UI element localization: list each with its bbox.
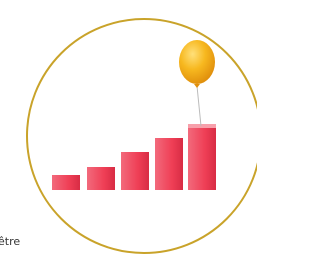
illustration: être xyxy=(0,0,257,260)
caption: être xyxy=(0,235,20,248)
bar xyxy=(121,152,149,190)
balloon xyxy=(179,40,215,84)
bar xyxy=(155,138,183,190)
bar xyxy=(87,167,115,190)
bar xyxy=(52,175,80,190)
bar xyxy=(188,124,216,190)
page: être (() => { const data = JSON.parse(do… xyxy=(0,0,257,260)
bar-top xyxy=(188,124,216,128)
frame-circle xyxy=(27,19,257,253)
